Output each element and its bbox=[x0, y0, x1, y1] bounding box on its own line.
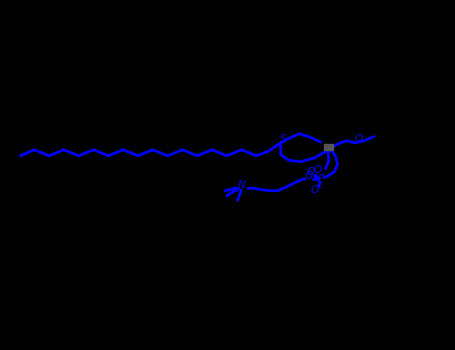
Text: O: O bbox=[354, 134, 363, 144]
Text: O⁻: O⁻ bbox=[311, 186, 324, 195]
Text: O: O bbox=[304, 171, 313, 181]
Bar bbox=[324, 144, 333, 150]
Text: P: P bbox=[318, 174, 324, 184]
Text: S: S bbox=[280, 134, 287, 143]
Text: O: O bbox=[307, 167, 315, 177]
Text: O: O bbox=[313, 166, 322, 175]
Text: N: N bbox=[237, 181, 245, 190]
